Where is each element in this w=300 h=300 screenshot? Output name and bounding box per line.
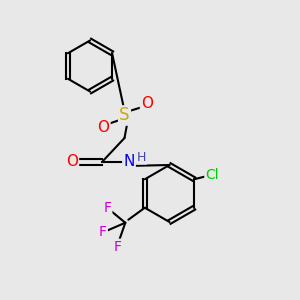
- Text: N: N: [123, 154, 135, 169]
- Text: F: F: [99, 225, 107, 239]
- Text: F: F: [114, 240, 122, 254]
- Text: O: O: [66, 154, 78, 169]
- Text: S: S: [119, 106, 130, 124]
- Text: H: H: [137, 151, 146, 164]
- Text: O: O: [141, 96, 153, 111]
- Text: Cl: Cl: [206, 168, 219, 182]
- Text: O: O: [98, 120, 110, 135]
- Text: F: F: [103, 201, 111, 215]
